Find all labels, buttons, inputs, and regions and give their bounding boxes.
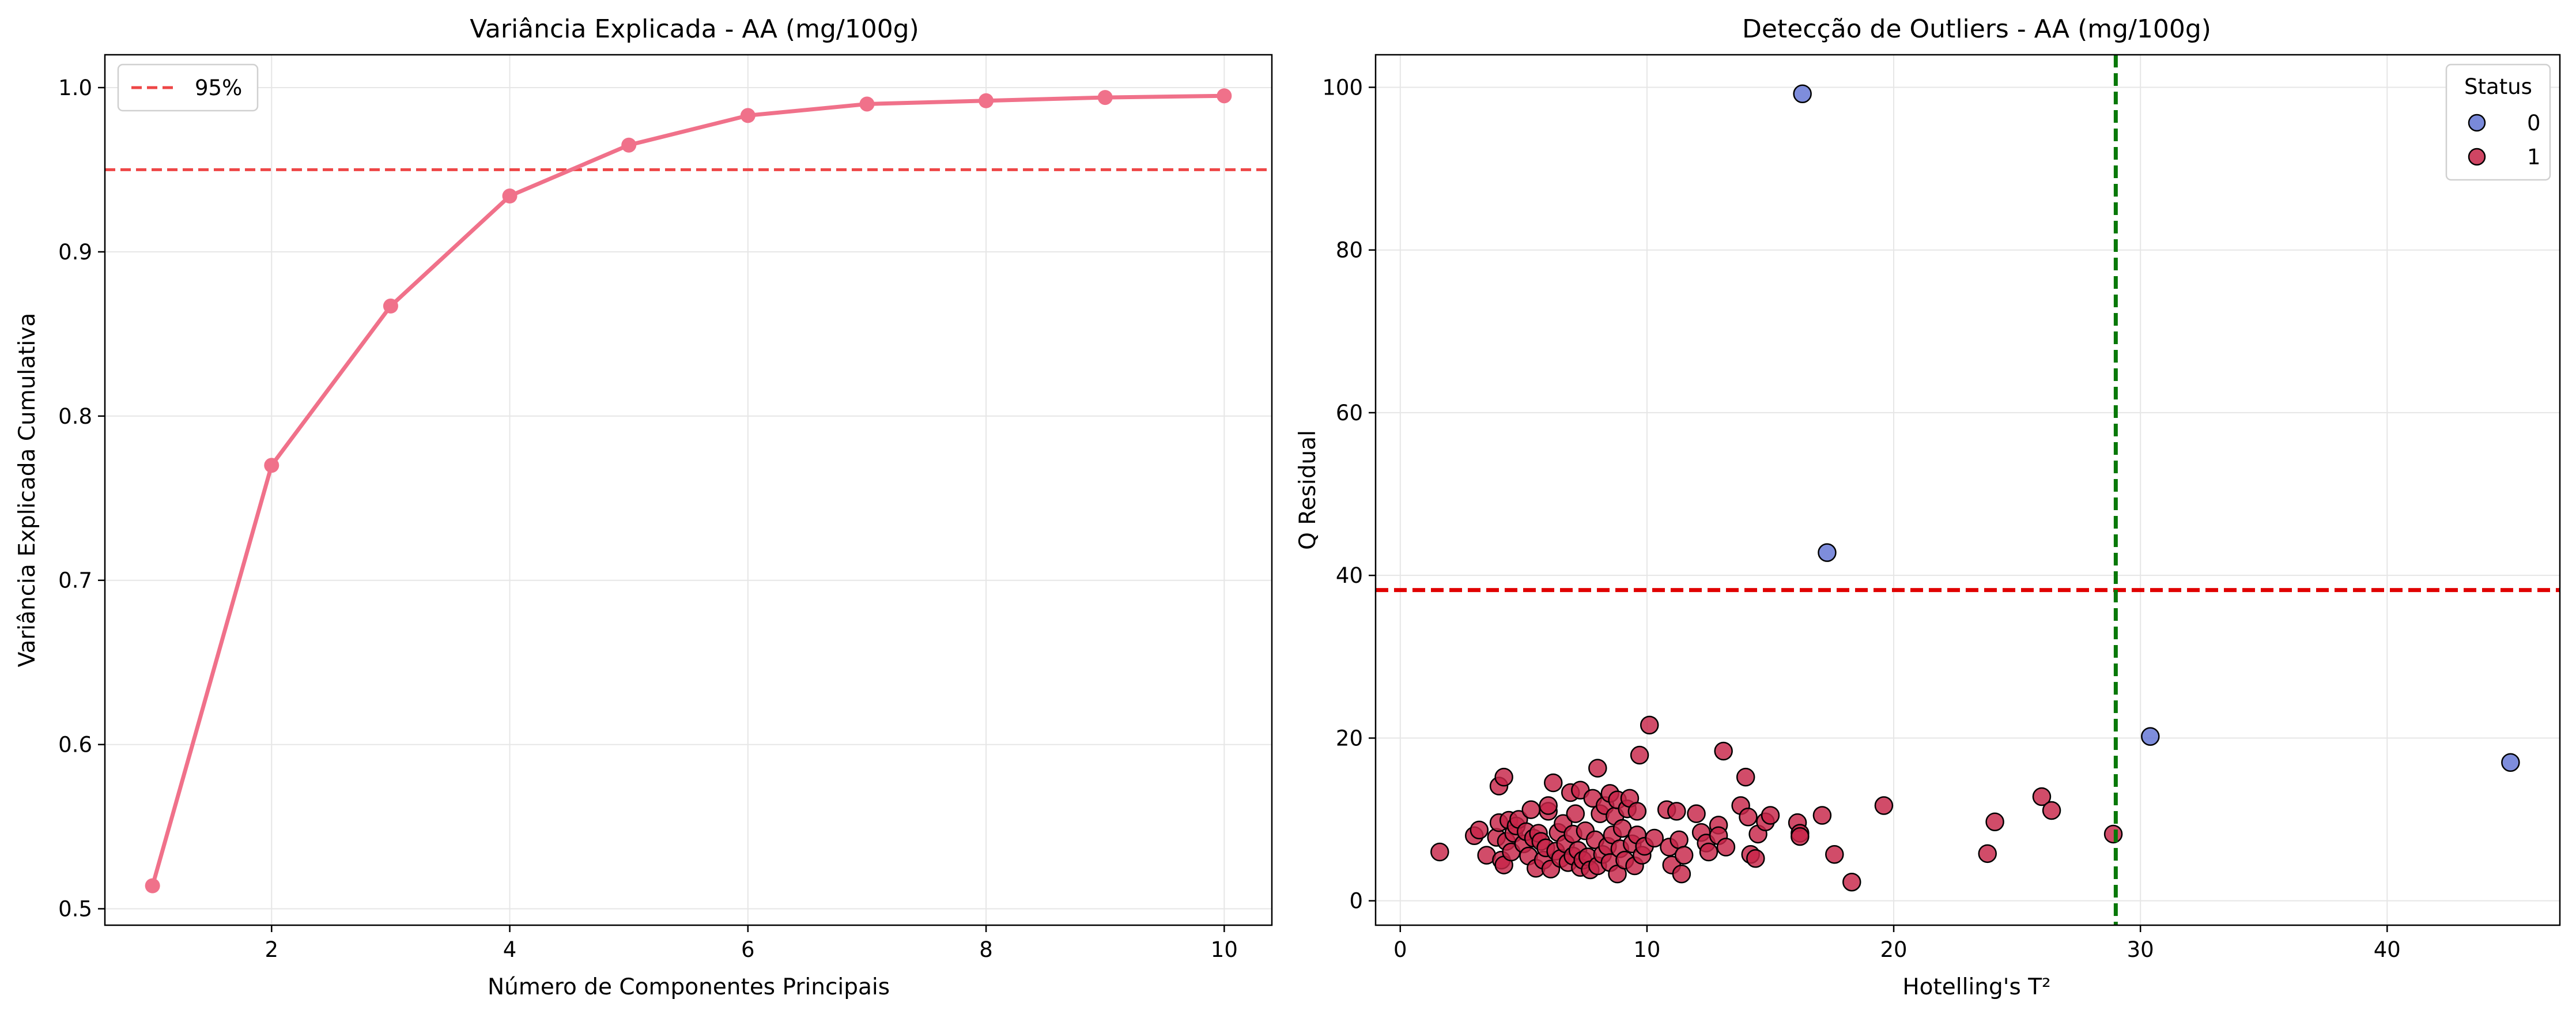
variance-x-tick-label: 8 bbox=[979, 937, 993, 962]
outlier-point-status-1 bbox=[1544, 773, 1563, 793]
variance-x-tick-label: 2 bbox=[265, 937, 279, 962]
outlier-point-status-1 bbox=[1714, 741, 1733, 761]
outlier-chart-title: Detecção de Outliers - AA (mg/100g) bbox=[1742, 14, 2211, 44]
outlier-point-status-1 bbox=[1640, 715, 1659, 735]
variance-y-tick-label: 0.8 bbox=[58, 404, 92, 429]
variance-y-tick-label: 0.7 bbox=[58, 568, 92, 593]
variance-y-tick-label: 0.5 bbox=[58, 897, 92, 922]
outlier-point-status-1 bbox=[1842, 872, 1861, 892]
outlier-legend-label-1: 1 bbox=[2527, 145, 2541, 169]
outlier-y-tick-label: 0 bbox=[1349, 889, 1363, 914]
outlier-point-status-1 bbox=[1430, 842, 1449, 862]
outlier-x-tick-label: 40 bbox=[2374, 937, 2401, 962]
variance-legend-box bbox=[117, 63, 259, 112]
outlier-axes-frame bbox=[1374, 54, 2561, 926]
outlier-point-status-1 bbox=[1470, 820, 1489, 840]
variance-point bbox=[621, 137, 637, 153]
outlier-point-status-1 bbox=[1716, 838, 1736, 857]
outlier-legend: Status 0 1 bbox=[2445, 63, 2551, 181]
outlier-point-status-1 bbox=[1672, 864, 1691, 884]
variance-point bbox=[1097, 90, 1113, 105]
outlier-point-status-1 bbox=[1687, 804, 1706, 823]
outlier-point-status-1 bbox=[1699, 842, 1718, 862]
outlier-point-status-1 bbox=[1627, 802, 1647, 821]
outlier-point-status-1 bbox=[1874, 796, 1894, 815]
outlier-legend-label-0: 0 bbox=[2527, 111, 2541, 135]
outlier-point-status-1 bbox=[1667, 802, 1686, 821]
outlier-point-status-0 bbox=[2141, 727, 2160, 746]
outlier-point-status-1 bbox=[1674, 846, 1694, 865]
outlier-point-status-1 bbox=[1736, 767, 1755, 787]
variance-point bbox=[740, 108, 756, 123]
outlier-y-tick-label: 60 bbox=[1336, 401, 1363, 425]
outlier-legend-marker-0 bbox=[2468, 114, 2486, 132]
variance-point bbox=[264, 458, 279, 473]
outlier-x-tick-label: 30 bbox=[2127, 937, 2154, 962]
outlier-point-status-1 bbox=[1812, 806, 1832, 825]
variance-point bbox=[145, 878, 160, 893]
variance-point bbox=[383, 298, 398, 314]
outlier-point-status-1 bbox=[1746, 849, 1765, 868]
variance-y-tick-label: 0.9 bbox=[58, 240, 92, 265]
variance-y-tick-label: 1.0 bbox=[58, 76, 92, 100]
outlier-x-axis-label: Hotelling's T² bbox=[1902, 974, 2050, 1000]
variance-x-tick-label: 4 bbox=[503, 937, 517, 962]
variance-plot-area bbox=[105, 88, 1272, 893]
variance-point bbox=[859, 96, 875, 112]
outlier-plot-area bbox=[1376, 55, 2560, 925]
variance-axes-frame bbox=[104, 54, 1273, 926]
variance-point bbox=[1217, 88, 1232, 104]
outlier-point-status-1 bbox=[1494, 767, 1513, 787]
outlier-y-tick-label: 20 bbox=[1336, 726, 1363, 751]
outlier-point-status-1 bbox=[1985, 812, 2004, 832]
outlier-grid bbox=[1376, 55, 2560, 925]
outlier-point-status-0 bbox=[2501, 753, 2520, 772]
outlier-point-status-1 bbox=[1588, 759, 1607, 778]
outlier-point-status-1 bbox=[1670, 830, 1689, 850]
outlier-x-tick-label: 10 bbox=[1633, 937, 1660, 962]
outlier-point-status-1 bbox=[1739, 808, 1758, 827]
outlier-point-status-1 bbox=[1761, 806, 1780, 825]
outlier-point-status-1 bbox=[2042, 801, 2061, 820]
outlier-x-tick-label: 20 bbox=[1880, 937, 1908, 962]
outlier-legend-title: Status bbox=[2464, 74, 2532, 99]
outlier-point-status-1 bbox=[1566, 804, 1585, 823]
outlier-y-tick-label: 100 bbox=[1322, 75, 1363, 100]
outlier-point-status-1 bbox=[2103, 824, 2123, 844]
variance-y-axis-label: Variância Explicada Cumulativa bbox=[14, 313, 40, 668]
outlier-y-tick-label: 40 bbox=[1336, 563, 1363, 588]
outlier-point-status-0 bbox=[1793, 84, 1812, 103]
variance-point bbox=[502, 188, 518, 204]
variance-ticks: 2 4 6 8 10 0.5 0.6 0.7 0.8 0.9 1.0 bbox=[58, 76, 1238, 962]
outlier-point-status-1 bbox=[1978, 844, 1997, 864]
outlier-point-status-1 bbox=[2032, 787, 2052, 806]
outlier-y-tick-label: 80 bbox=[1336, 238, 1363, 263]
variance-point bbox=[979, 93, 994, 108]
variance-grid bbox=[105, 55, 1272, 925]
outlier-point-status-1 bbox=[1630, 745, 1649, 765]
outlier-legend-marker-1 bbox=[2468, 148, 2486, 166]
outlier-y-axis-label: Q Residual bbox=[1295, 430, 1321, 550]
outlier-point-status-1 bbox=[1825, 844, 1844, 864]
outlier-point-status-1 bbox=[1645, 828, 1664, 848]
variance-x-axis-label: Número de Componentes Principais bbox=[488, 974, 890, 1000]
variance-legend: 95% bbox=[117, 63, 259, 112]
variance-chart: Variância Explicada - AA (mg/100g) 2 4 6 8 1… bbox=[14, 14, 1273, 1000]
variance-x-tick-label: 6 bbox=[741, 937, 755, 962]
variance-y-tick-label: 0.6 bbox=[58, 733, 92, 757]
outlier-point-status-1 bbox=[1791, 827, 1810, 846]
outlier-point-status-1 bbox=[1521, 800, 1540, 819]
outlier-point-status-0 bbox=[1818, 543, 1837, 562]
variance-series-line bbox=[150, 93, 1225, 887]
variance-legend-label: 95% bbox=[195, 76, 242, 100]
outlier-point-status-1 bbox=[1539, 796, 1558, 815]
variance-chart-title: Variância Explicada - AA (mg/100g) bbox=[470, 14, 919, 44]
outlier-chart: Detecção de Outliers - AA (mg/100g) 0 10 2… bbox=[1295, 14, 2561, 1000]
variance-x-tick-label: 10 bbox=[1211, 937, 1238, 962]
outlier-x-tick-label: 0 bbox=[1393, 937, 1407, 962]
outlier-ticks: 0 10 20 30 40 0 20 40 60 80 100 bbox=[1322, 75, 2400, 962]
